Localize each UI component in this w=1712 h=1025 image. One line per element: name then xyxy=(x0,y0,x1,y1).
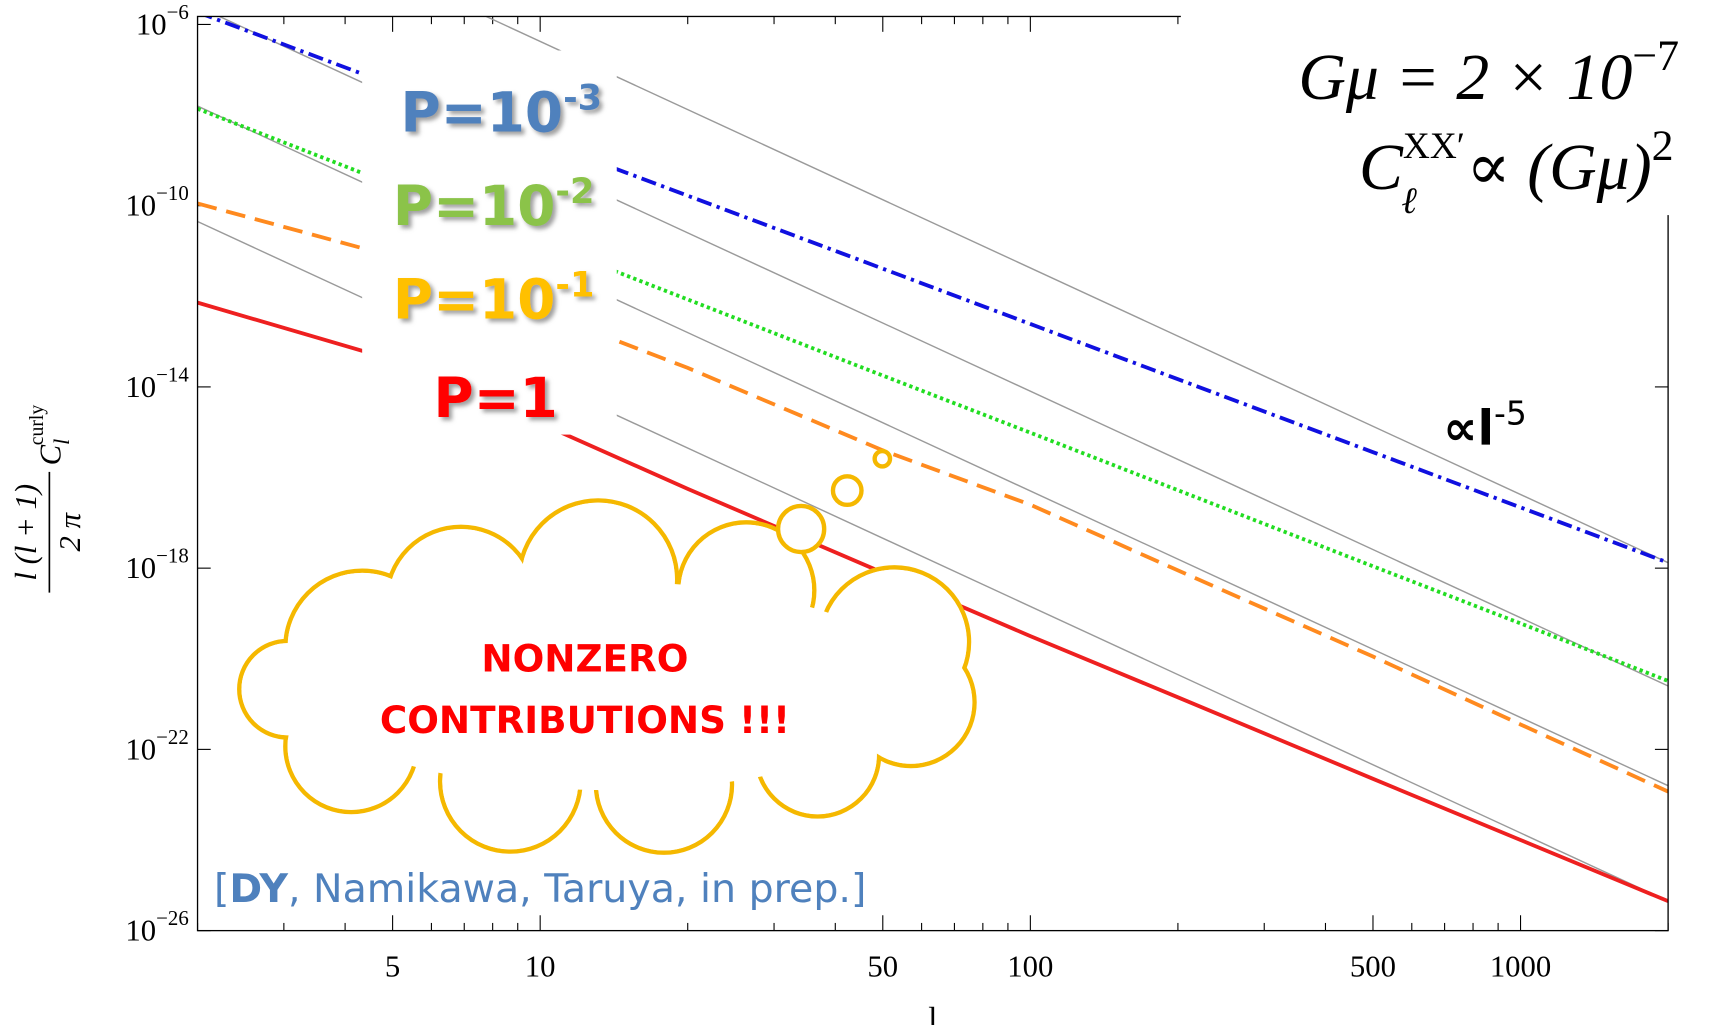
x-tick-label: 50 xyxy=(867,950,898,984)
formula-subscript: ℓ xyxy=(1401,181,1417,222)
formula-cl: CXX′ ℓ ∝ (Gμ)2 xyxy=(1359,122,1674,222)
y-tick-label: 10−10 xyxy=(125,181,188,222)
y-tick-base: 10 xyxy=(125,732,156,766)
y-tick-label: 10−26 xyxy=(125,906,188,947)
y-tick-exponent: −26 xyxy=(156,906,189,930)
legend-name: P=10 xyxy=(393,267,556,331)
slope-text: ∝l xyxy=(1443,400,1494,456)
legend-backdrop xyxy=(362,50,617,435)
y-tick-exponent: −10 xyxy=(156,181,189,205)
plot-frame xyxy=(196,15,1669,932)
citation-text: [ xyxy=(214,866,229,912)
legend-name: P=1 xyxy=(433,366,557,430)
y-label-symbol: Clcurly xyxy=(26,405,74,466)
formula-gmu: Gμ = 2 × 10−7 xyxy=(1298,32,1679,114)
formula-exponent: −7 xyxy=(1632,32,1679,80)
y-tick-label: 10−6 xyxy=(136,0,189,41)
reference-line xyxy=(484,16,1669,564)
y-tick-base: 10 xyxy=(125,913,156,947)
legend-exponent: -3 xyxy=(563,78,602,119)
title-backdrop xyxy=(1180,0,1712,216)
y-tick-exponent: −6 xyxy=(167,0,189,24)
legend-entry: P=1 xyxy=(433,366,557,430)
x-tick-label: 10 xyxy=(525,950,556,984)
cloud-text: CONTRIBUTIONS !!! xyxy=(380,698,790,742)
y-tick-label: 10−18 xyxy=(125,544,188,585)
x-tick-label: 1000 xyxy=(1490,950,1551,984)
y-axis-label: l (l + 1) 2 π Clcurly xyxy=(9,405,87,593)
legend-entry: P=10-3 xyxy=(401,78,603,145)
legend-name: P=10 xyxy=(401,81,564,145)
thought-bubble xyxy=(830,474,864,508)
formula-text: Gμ = 2 × 10 xyxy=(1298,41,1632,114)
legend-entry: P=10-2 xyxy=(393,171,595,238)
series-line xyxy=(203,16,1669,565)
x-axis-label: l xyxy=(928,1001,937,1025)
y-tick-label: 10−22 xyxy=(125,725,188,766)
legend-entry: P=10-1 xyxy=(393,264,595,331)
y-tick-base: 10 xyxy=(125,551,156,585)
y-tick-exponent: −18 xyxy=(156,544,189,568)
cloud-text: NONZERO xyxy=(481,637,688,681)
x-tick-label: 100 xyxy=(1007,950,1053,984)
formula-block: Gμ = 2 × 10−7 CXX′ ℓ ∝ (Gμ)2 xyxy=(1298,32,1679,222)
x-tick-label: 5 xyxy=(385,950,400,984)
y-label-subscript: l xyxy=(49,439,74,445)
y-label-c: C xyxy=(33,444,67,465)
citation-author: DY xyxy=(229,866,288,912)
legend-exponent: -1 xyxy=(555,264,594,305)
legend-name: P=10 xyxy=(393,174,556,238)
slope-exponent: -5 xyxy=(1494,394,1527,433)
y-label-numerator: l (l + 1) xyxy=(9,484,43,581)
y-tick-base: 10 xyxy=(136,7,167,41)
legend: P=10-3P=10-2P=10-1P=1 xyxy=(393,78,602,430)
formula-superscript: XX′ xyxy=(1403,126,1465,167)
y-label-superscript: curly xyxy=(26,405,48,446)
y-label-denominator: 2 π xyxy=(53,511,87,551)
cloud-fill xyxy=(241,502,973,851)
formula-text: ∝ (Gμ) xyxy=(1450,131,1652,204)
thought-bubble xyxy=(872,448,893,469)
y-tick-base: 10 xyxy=(125,189,156,223)
formula-symbol: C xyxy=(1359,131,1404,204)
y-tick-exponent: −22 xyxy=(156,725,189,749)
y-tick-base: 10 xyxy=(125,370,156,404)
x-tick-label: 500 xyxy=(1350,950,1396,984)
legend-exponent: -2 xyxy=(555,171,594,212)
citation-text: , Namikawa, Taruya, in prep.] xyxy=(288,866,866,912)
thought-cloud xyxy=(237,448,977,855)
formula-exponent: 2 xyxy=(1652,122,1674,170)
citation: [DY, Namikawa, Taruya, in prep.] xyxy=(214,866,866,912)
slope-annotation: ∝l-5 xyxy=(1443,394,1527,457)
y-tick-exponent: −14 xyxy=(156,362,189,386)
y-tick-label: 10−14 xyxy=(125,362,189,403)
thought-bubble xyxy=(775,503,827,555)
